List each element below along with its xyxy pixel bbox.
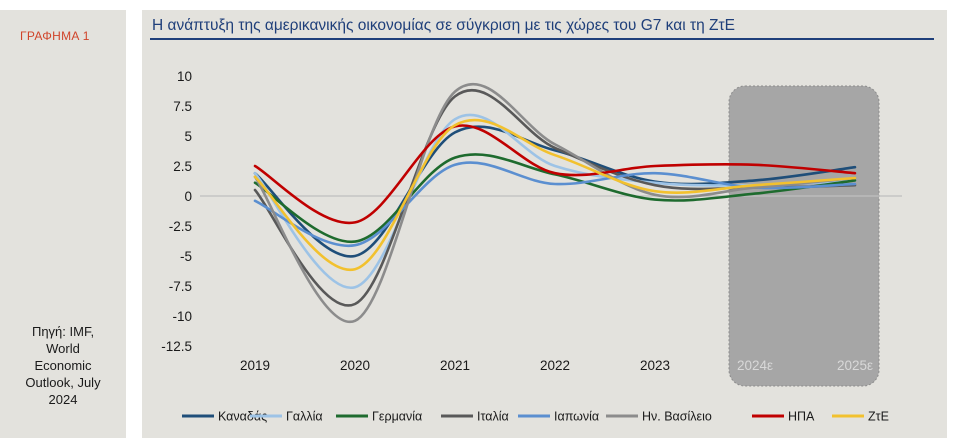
y-tick-label: -5 <box>180 249 192 264</box>
legend-label: ΖτΕ <box>868 410 889 424</box>
series-line-6 <box>253 124 857 225</box>
y-tick-label: 10 <box>177 69 192 84</box>
source-line: World <box>46 341 80 356</box>
y-tick-label: -12.5 <box>161 339 192 354</box>
x-tick-label: 2025ε <box>837 358 873 373</box>
legend-label: Γερμανία <box>372 410 422 424</box>
legend-label: Γαλλία <box>286 410 323 424</box>
y-tick-label: -7.5 <box>169 279 192 294</box>
legend-label: Καναδάς <box>218 410 267 424</box>
legend-label: Ην. Βασίλειο <box>642 410 712 424</box>
forecast-region <box>728 85 880 387</box>
x-tick-label: 2020 <box>340 358 370 373</box>
x-tick-label: 2019 <box>240 358 270 373</box>
series-line-7 <box>253 118 857 271</box>
y-tick-label: -10 <box>172 309 192 324</box>
series-line-0 <box>253 125 857 258</box>
legend-label: Ιταλία <box>477 410 509 424</box>
figure-label: ΓΡΑΦΗΜΑ 1 <box>20 29 90 43</box>
y-tick-label: 5 <box>184 129 192 144</box>
legend-label: ΗΠΑ <box>788 410 815 424</box>
source-line: Economic <box>34 358 92 373</box>
x-tick-label: 2024ε <box>737 358 773 373</box>
x-tick-label: 2022 <box>540 358 570 373</box>
source-line: Πηγή: IMF, <box>31 324 95 339</box>
source-line: 2024 <box>48 392 78 407</box>
y-tick-label: -2.5 <box>169 219 192 234</box>
chart-title: Η ανάπτυξη της αμερικανικής οικονομίας σ… <box>152 17 735 34</box>
source-note: Πηγή: IMF, World Economic Outlook, July … <box>0 323 126 408</box>
y-tick-label: 2.5 <box>173 159 192 174</box>
y-tick-label: 0 <box>184 189 192 204</box>
legend-label: Ιαπωνία <box>554 410 599 424</box>
title-underline <box>150 38 934 40</box>
series-line-5 <box>253 82 857 324</box>
x-tick-label: 2021 <box>440 358 470 373</box>
source-line: Outlook, July <box>25 375 101 390</box>
side-panel <box>0 10 126 438</box>
y-tick-label: 7.5 <box>173 99 192 114</box>
x-tick-label: 2023 <box>640 358 670 373</box>
